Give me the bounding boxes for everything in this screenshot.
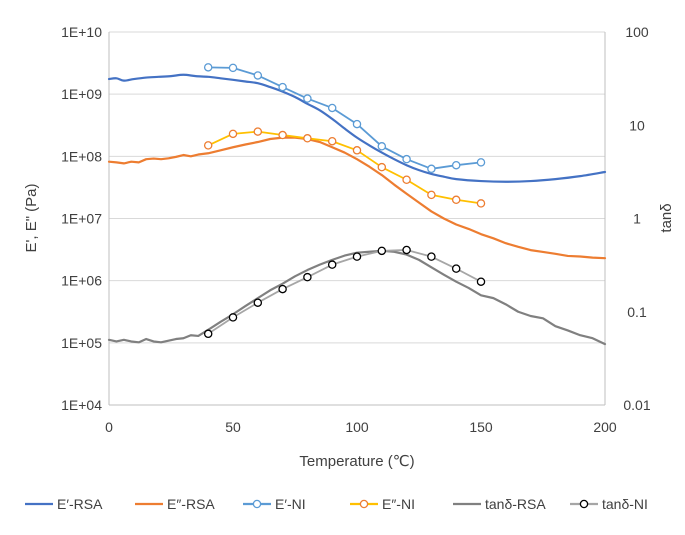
data-point [203, 329, 213, 339]
data-point [203, 141, 213, 150]
data-point [427, 252, 436, 261]
data-point [303, 134, 312, 143]
data-point [303, 272, 312, 282]
data-point [228, 129, 238, 139]
y-tick-label: 1E+10 [61, 24, 102, 40]
series-e-rsa [107, 136, 607, 260]
data-point [377, 246, 387, 256]
series-tan-rsa [107, 249, 607, 346]
series-line [107, 249, 607, 346]
data-point [476, 277, 486, 286]
series-line [207, 249, 482, 335]
data-point [377, 142, 387, 151]
series-e-ni [203, 127, 486, 208]
data-point [352, 252, 362, 261]
y-tick-label: 1E+06 [61, 273, 102, 289]
series-tan-ni [203, 245, 486, 339]
data-point [451, 195, 461, 205]
legend-label: tanδ-RSA [485, 496, 546, 512]
y2-tick-label: 10 [629, 117, 645, 133]
data-point [352, 146, 362, 155]
legend-label: E″-NI [382, 496, 415, 512]
data-point [427, 164, 436, 174]
series-group [107, 63, 607, 346]
data-point [327, 103, 337, 113]
x-tick-label: 50 [225, 419, 241, 435]
x-tick-label: 100 [345, 419, 369, 435]
series-e-ni [203, 63, 486, 174]
data-point [228, 313, 238, 322]
data-point [327, 260, 337, 269]
legend-item: tanδ-NI [570, 496, 648, 512]
y-axis-title: E', E" (Pa) [23, 183, 40, 252]
data-point [451, 160, 461, 170]
x-tick-label: 200 [593, 419, 617, 435]
y-tick-label: 1E+04 [61, 397, 102, 413]
data-point [303, 94, 312, 103]
data-point [402, 175, 411, 185]
data-point [253, 127, 263, 136]
legend: E′-RSA E″-RSA E′-NI E″-NI tanδ-RSA tanδ-NI [25, 496, 648, 512]
y-tick-label: 1E+05 [61, 335, 102, 351]
y2-tick-label: 100 [625, 24, 649, 40]
legend-marker [252, 499, 262, 509]
legend-item: E′-RSA [25, 496, 103, 512]
x-axis-title: Temperature (℃) [299, 453, 414, 470]
data-point [402, 154, 411, 164]
data-point [253, 298, 263, 307]
y2-tick-label: 1 [633, 211, 641, 227]
data-point [352, 119, 362, 129]
data-point [228, 63, 238, 73]
legend-item: E′-NI [243, 496, 306, 512]
legend-item: tanδ-RSA [453, 496, 546, 512]
data-point [253, 71, 263, 80]
data-point [278, 130, 287, 140]
data-point [427, 190, 436, 200]
legend-marker [359, 499, 369, 509]
legend-label: tanδ-NI [602, 496, 648, 512]
axes: 1E+04 1E+05 1E+06 1E+07 1E+08 1E+09 1E+10 0.01 0… [61, 24, 651, 435]
y2-tick-label: 0.01 [623, 397, 650, 413]
legend-label: E′-RSA [57, 496, 103, 512]
legend-label: E′-NI [275, 496, 306, 512]
data-point [278, 82, 287, 92]
y2-axis-title: tanδ [658, 203, 675, 232]
series-line [107, 73, 607, 183]
legend-label: E″-RSA [167, 496, 215, 512]
series-e-rsa [107, 73, 607, 183]
series-line [107, 136, 607, 260]
data-point [377, 162, 387, 172]
data-point [278, 284, 287, 294]
data-point [327, 136, 337, 146]
data-point [476, 199, 486, 208]
data-point [203, 63, 213, 72]
x-tick-label: 150 [469, 419, 493, 435]
y-tick-label: 1E+09 [61, 86, 102, 102]
y2-tick-label: 0.1 [627, 304, 647, 320]
y-tick-label: 1E+08 [61, 148, 102, 164]
data-point [402, 245, 411, 255]
legend-item: E″-RSA [135, 496, 215, 512]
legend-item: E″-NI [350, 496, 415, 512]
data-point [476, 158, 486, 167]
legend-marker [579, 499, 589, 509]
y-tick-label: 1E+07 [61, 211, 102, 227]
x-tick-label: 0 [105, 419, 113, 435]
data-point [451, 264, 461, 273]
